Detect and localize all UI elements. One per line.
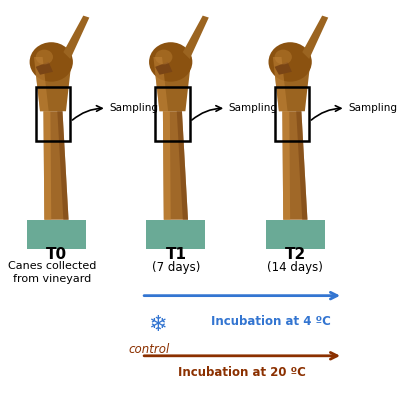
Polygon shape (36, 62, 53, 75)
Text: Incubation at 4 ºC: Incubation at 4 ºC (210, 315, 330, 328)
Polygon shape (282, 111, 290, 220)
Ellipse shape (36, 49, 53, 64)
Polygon shape (153, 57, 192, 111)
Polygon shape (163, 111, 188, 220)
Text: from vineyard: from vineyard (13, 274, 91, 284)
Polygon shape (282, 111, 308, 220)
Bar (274, 87, 309, 141)
Text: T2: T2 (285, 247, 306, 262)
Bar (266, 220, 325, 249)
Text: Sampling: Sampling (348, 103, 397, 113)
Text: (14 days): (14 days) (267, 261, 323, 274)
Polygon shape (274, 62, 292, 75)
Ellipse shape (149, 42, 192, 82)
Ellipse shape (274, 49, 292, 64)
Polygon shape (273, 57, 311, 111)
Polygon shape (44, 111, 51, 220)
Text: Incubation at 20 ºC: Incubation at 20 ºC (178, 365, 306, 379)
Text: Canes collected: Canes collected (8, 261, 96, 271)
Polygon shape (273, 57, 288, 111)
Text: control: control (128, 343, 170, 356)
Ellipse shape (155, 49, 172, 64)
Polygon shape (155, 62, 172, 75)
Text: Sampling: Sampling (229, 103, 278, 113)
Polygon shape (44, 111, 68, 220)
Polygon shape (163, 111, 171, 220)
Text: T0: T0 (46, 247, 67, 262)
Bar (146, 220, 205, 249)
Polygon shape (57, 111, 68, 220)
Ellipse shape (30, 42, 73, 82)
Polygon shape (177, 111, 188, 220)
Bar (36, 87, 70, 141)
Text: (7 days): (7 days) (152, 261, 200, 274)
Text: ❄: ❄ (148, 315, 166, 336)
Polygon shape (153, 57, 168, 111)
Text: T1: T1 (165, 247, 186, 262)
Bar (27, 220, 86, 249)
Polygon shape (34, 57, 72, 111)
Text: Sampling: Sampling (109, 103, 158, 113)
Polygon shape (34, 57, 49, 111)
Polygon shape (183, 16, 209, 59)
Ellipse shape (268, 42, 312, 82)
Bar (155, 87, 190, 141)
Polygon shape (63, 16, 89, 59)
Polygon shape (296, 111, 308, 220)
Polygon shape (302, 16, 328, 59)
